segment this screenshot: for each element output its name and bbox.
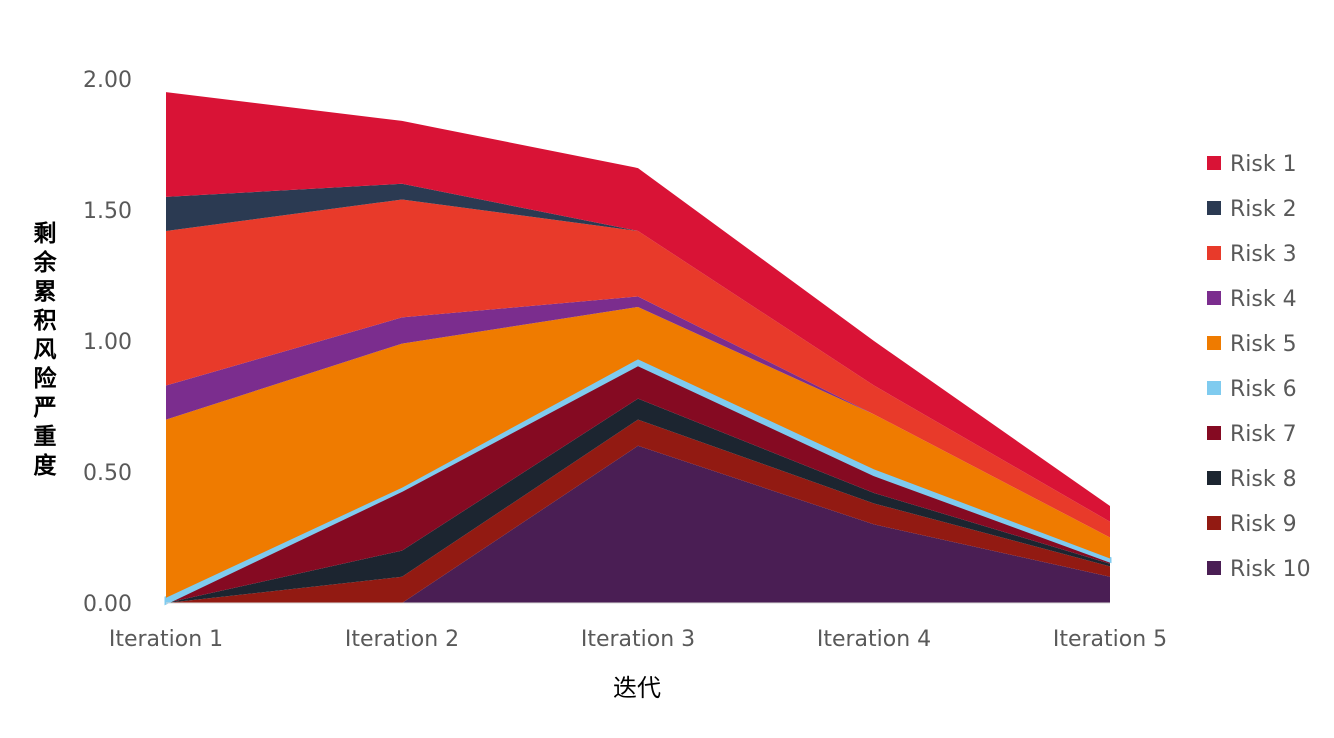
legend-label: Risk 4 [1230, 287, 1297, 312]
x-axis-ticks: Iteration 1 Iteration 2 Iteration 3 Iterati… [109, 627, 1167, 652]
area-risk-10 [166, 445, 1110, 603]
legend-item: Risk 8 [1207, 467, 1297, 492]
y-tick-label: 2.00 [83, 68, 132, 93]
legend-swatch [1207, 291, 1221, 305]
legend-swatch [1207, 516, 1221, 530]
y-tick-label: 0.50 [83, 461, 132, 486]
x-tick-label: Iteration 1 [109, 627, 223, 652]
plot-areas [164, 92, 1112, 606]
legend-item: Risk 7 [1207, 422, 1297, 447]
legend-swatch [1207, 381, 1221, 395]
area-risk-5 [166, 306, 1110, 598]
y-axis-ticks: 0.00 0.50 1.00 1.50 2.00 [83, 68, 132, 617]
y-tick-label: 1.50 [83, 199, 132, 224]
legend-label: Risk 8 [1230, 467, 1297, 492]
legend-swatch [1207, 156, 1221, 170]
legend-item: Risk 6 [1207, 377, 1297, 402]
legend-label: Risk 10 [1230, 557, 1311, 582]
legend-item: Risk 1 [1207, 152, 1297, 177]
legend-label: Risk 5 [1230, 332, 1297, 357]
legend-item: Risk 2 [1207, 197, 1297, 222]
area-risk-7 [166, 364, 1110, 603]
legend-label: Risk 1 [1230, 152, 1297, 177]
x-tick-label: Iteration 4 [817, 627, 931, 652]
y-tick-label: 1.00 [83, 330, 132, 355]
legend: Risk 1 Risk 2 Risk 3 Risk 4 Risk 5 Risk 6 Risk… [1207, 152, 1311, 582]
legend-label: Risk 2 [1230, 197, 1297, 222]
legend-item: Risk 10 [1207, 557, 1311, 582]
area-risk-8 [166, 398, 1110, 603]
legend-label: Risk 3 [1230, 242, 1297, 267]
legend-item: Risk 4 [1207, 287, 1297, 312]
legend-item: Risk 5 [1207, 332, 1297, 357]
legend-label: Risk 9 [1230, 512, 1297, 537]
legend-label: Risk 7 [1230, 422, 1297, 447]
x-axis-title: 迭代 [613, 674, 661, 702]
legend-swatch [1207, 201, 1221, 215]
legend-item: Risk 3 [1207, 242, 1297, 267]
x-tick-label: Iteration 2 [345, 627, 459, 652]
area-risk-3 [166, 199, 1110, 538]
legend-swatch [1207, 426, 1221, 440]
y-tick-label: 0.00 [83, 592, 132, 617]
legend-item: Risk 9 [1207, 512, 1297, 537]
y-axis-title: 剩余累积风险严重度 [33, 221, 58, 479]
area-risk-2 [166, 183, 1110, 522]
x-tick-label: Iteration 5 [1053, 627, 1167, 652]
legend-label: Risk 6 [1230, 377, 1297, 402]
x-tick-label: Iteration 3 [581, 627, 695, 652]
legend-swatch [1207, 471, 1221, 485]
legend-swatch [1207, 336, 1221, 350]
legend-swatch [1207, 561, 1221, 575]
legend-swatch [1207, 246, 1221, 260]
area-risk-1 [166, 92, 1110, 522]
